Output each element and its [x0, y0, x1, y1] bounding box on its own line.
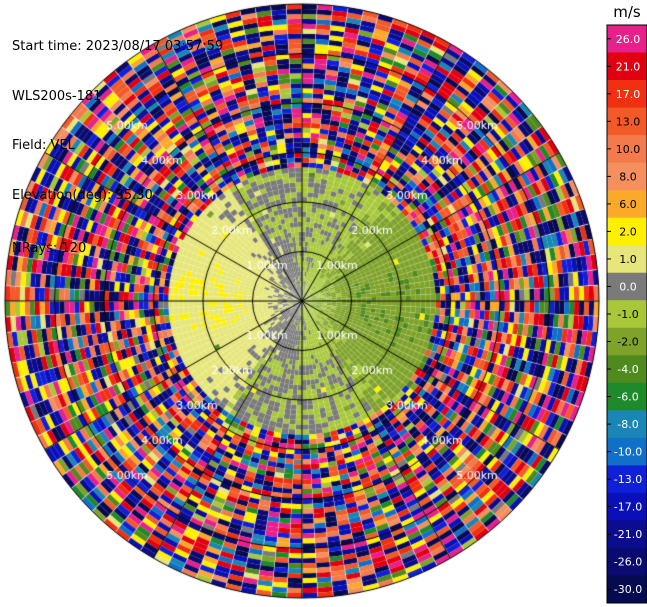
colorbar-swatch	[607, 520, 647, 549]
colorbar-tick-label: -26.0	[614, 556, 642, 569]
colorbar-tick-label: -21.0	[614, 528, 642, 541]
colorbar-swatch	[607, 410, 647, 439]
colorbar-tick-label: -6.0	[617, 391, 638, 404]
colorbar-tick-label: 10.0	[616, 143, 641, 156]
colorbar-tick-label: -17.0	[614, 501, 642, 514]
colorbar-tick-label: 17.0	[616, 88, 641, 101]
colorbar-frame	[606, 24, 647, 604]
colorbar-swatch	[607, 107, 647, 136]
colorbar-tick-label: -8.0	[617, 418, 638, 431]
field-label: Field: VEL	[12, 138, 75, 153]
colorbar-tick-label: 6.0	[619, 198, 637, 211]
colorbar-swatch	[607, 190, 647, 219]
colorbar-tick-label: 26.0	[616, 33, 641, 46]
colorbar-tick-label: -1.0	[617, 308, 638, 321]
colorbar-swatch	[607, 355, 647, 384]
start-time-label: Start time: 2023/08/17 03:57:59	[12, 39, 224, 54]
colorbar-swatch	[607, 382, 647, 411]
colorbar-tick-label: -2.0	[617, 336, 638, 349]
colorbar-swatch	[607, 437, 647, 466]
colorbar-swatch	[607, 575, 647, 604]
instrument-label: WLS200s-181	[12, 88, 102, 104]
colorbar-tick-label: 0.0	[619, 280, 637, 293]
colorbar-tick-label: -13.0	[614, 473, 642, 486]
colorbar-swatch	[607, 300, 647, 329]
colorbar-swatch	[607, 492, 647, 521]
colorbar-swatch	[607, 547, 647, 576]
colorbar-swatch	[607, 52, 647, 81]
colorbar-tick-label: 8.0	[619, 170, 637, 183]
colorbar-swatch	[607, 135, 647, 164]
colorbar-swatch	[607, 245, 647, 274]
colorbar-tick-label: 13.0	[616, 115, 641, 128]
colorbar-swatch	[607, 162, 647, 191]
colorbar-unit: m/s	[613, 3, 641, 21]
colorbar-tick-label: -10.0	[614, 446, 642, 459]
nrays-label: NRays: 120	[12, 241, 87, 256]
colorbar-tick-label: 1.0	[619, 253, 637, 266]
colorbar-tick-label: -30.0	[614, 583, 642, 596]
colorbar-swatch	[607, 80, 647, 109]
colorbar-swatch	[607, 465, 647, 494]
colorbar-swatch	[607, 272, 647, 301]
elevation-label: Elevation(deg): 35.30	[12, 187, 153, 203]
colorbar-swatch	[607, 327, 647, 356]
colorbar-tick-label: 21.0	[616, 60, 641, 73]
colorbar-tick-label: -4.0	[617, 363, 638, 376]
colorbar-swatch	[607, 25, 647, 54]
colorbar-swatch	[607, 217, 647, 246]
colorbar-tick-label: 2.0	[619, 225, 637, 238]
scan-info: Start time: 2023/08/17 03:57:59 WLS200s-…	[12, 6, 223, 274]
